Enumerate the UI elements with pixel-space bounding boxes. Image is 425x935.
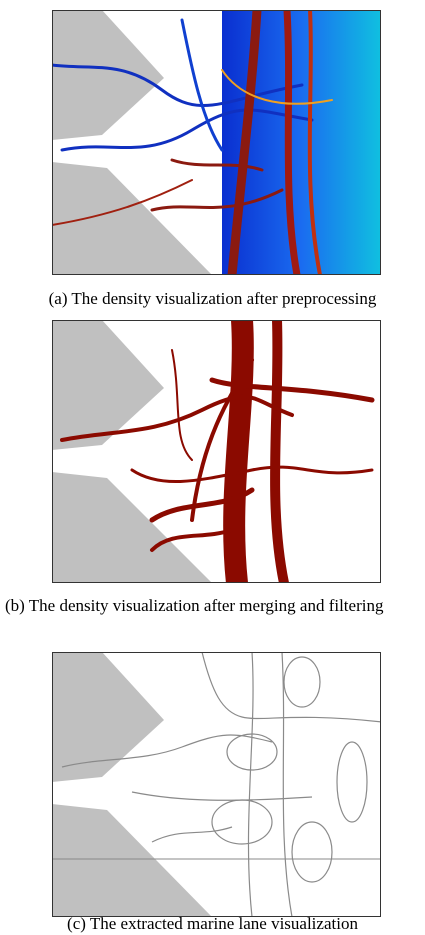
density-image-b — [52, 320, 381, 583]
caption: (a) The density visualization after prep… — [5, 287, 420, 310]
density-image-a — [52, 10, 381, 275]
lane — [234, 320, 243, 583]
caption: (c) The extracted marine lane visualizat… — [5, 912, 420, 935]
page: {"captions": { "a": "(a) The density vis… — [0, 0, 425, 935]
caption: (b) The density visualization after merg… — [5, 594, 420, 617]
lane-image-c — [52, 652, 381, 917]
